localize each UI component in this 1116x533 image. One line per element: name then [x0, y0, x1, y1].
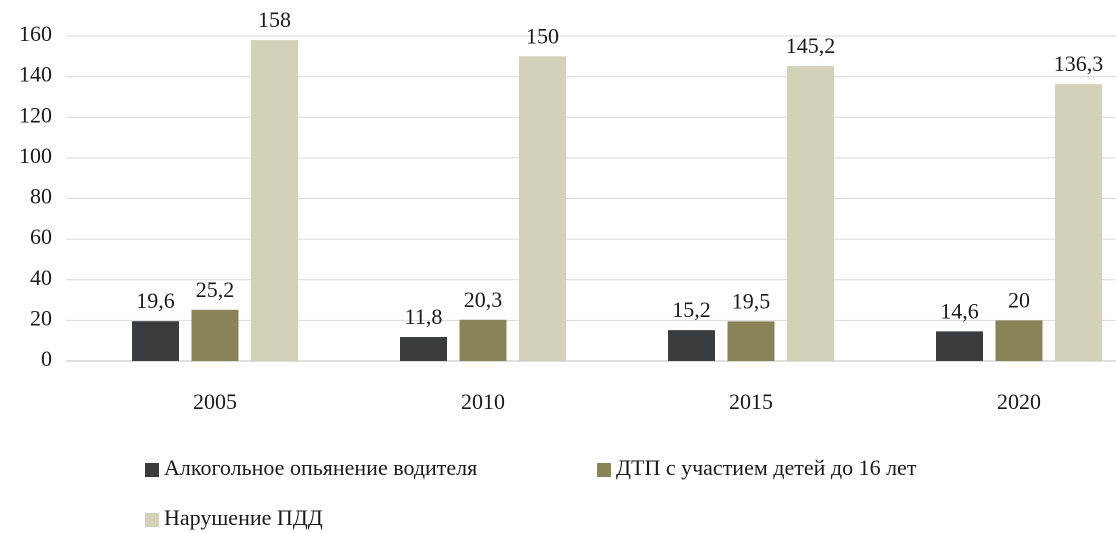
legend-swatch: [145, 463, 159, 477]
legend-label: ДТП с участием детей до 16 лет: [616, 455, 917, 480]
x-tick-label: 2005: [193, 389, 237, 414]
bar: [727, 321, 775, 361]
legend-label: Нарушение ПДД: [164, 505, 323, 530]
bar: [191, 309, 239, 361]
y-tick-label: 60: [30, 224, 52, 249]
bar: [400, 337, 447, 361]
y-tick-label: 40: [30, 265, 52, 290]
data-label: 136,3: [1054, 51, 1104, 76]
y-tick-label: 100: [19, 143, 52, 168]
legend-swatch: [145, 513, 159, 527]
y-tick-label: 120: [19, 102, 52, 127]
legend-swatch: [597, 463, 611, 477]
data-label: 20,3: [464, 287, 503, 312]
data-label: 20: [1008, 287, 1030, 312]
y-tick-label: 0: [41, 346, 52, 371]
y-tick-label: 20: [30, 305, 52, 330]
y-tick-label: 140: [19, 62, 52, 87]
data-label: 19,5: [732, 288, 771, 313]
x-tick-label: 2015: [729, 389, 773, 414]
x-tick-label: 2020: [997, 389, 1041, 414]
data-label: 158: [258, 7, 291, 32]
bar: [459, 319, 507, 361]
data-label: 19,6: [136, 288, 175, 313]
bar: [519, 56, 566, 361]
bar: [251, 40, 298, 361]
data-label: 15,2: [672, 297, 711, 322]
bar: [787, 66, 834, 361]
y-tick-label: 80: [30, 184, 52, 209]
legend-label: Алкогольное опьянение водителя: [164, 455, 477, 480]
y-tick-label: 160: [19, 21, 52, 46]
data-label: 11,8: [405, 304, 443, 329]
bar: [995, 320, 1043, 361]
data-label: 25,2: [196, 277, 235, 302]
data-label: 145,2: [786, 33, 836, 58]
bar: [936, 331, 983, 361]
bar: [668, 330, 715, 361]
data-label: 14,6: [940, 298, 979, 323]
bar: [132, 321, 179, 361]
x-tick-label: 2010: [461, 389, 505, 414]
bar: [1055, 84, 1102, 361]
data-label: 150: [526, 23, 559, 48]
